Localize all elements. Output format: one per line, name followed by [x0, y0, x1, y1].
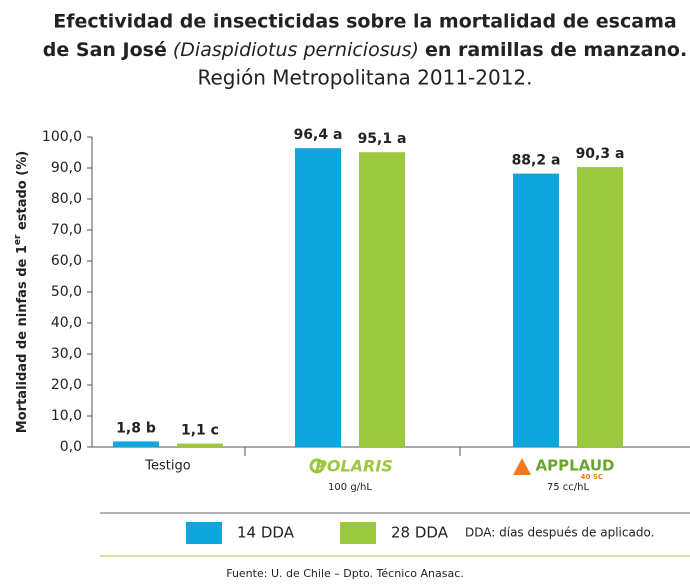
x-tick-label: APPLAUD	[536, 457, 615, 475]
x-tick-sublabel: 100 g/hL	[328, 482, 372, 493]
y-tick-label: 10,0	[51, 408, 82, 424]
y-tick-label: 80,0	[51, 191, 82, 207]
bar	[513, 173, 559, 447]
title-part: en ramillas de manzano.	[425, 39, 687, 61]
y-tick-label: 90,0	[51, 160, 82, 176]
value-label: 90,3 a	[576, 146, 625, 162]
legend-note: DDA: días después de aplicado.	[465, 526, 654, 540]
legend-swatch	[186, 522, 222, 544]
y-axis-label: Mortalidad de ninfas de 1er estado (%)	[13, 151, 30, 433]
x-tick-sublabel: 75 cc/hL	[547, 482, 590, 493]
x-tick-label: POLARIS	[315, 457, 393, 476]
y-tick-label: 50,0	[51, 284, 82, 300]
title-part: de San José	[43, 39, 167, 61]
legend-label: 28 DDA	[391, 524, 449, 542]
value-label: 95,1 a	[358, 131, 407, 147]
y-label-part: estado (%)	[15, 151, 30, 235]
bar	[177, 443, 223, 447]
value-label: 1,8 b	[116, 420, 156, 436]
value-label: 96,4 a	[294, 127, 343, 143]
y-tick-label: 30,0	[51, 346, 82, 362]
value-label: 88,2 a	[512, 153, 561, 169]
legend-label: 14 DDA	[237, 524, 295, 542]
chart-subtitle: Región Metropolitana 2011-2012.	[197, 66, 532, 90]
y-tick-label: 70,0	[51, 222, 82, 238]
y-label-part: er	[13, 234, 23, 245]
y-tick-label: 40,0	[51, 315, 82, 331]
chart-title: Efectividad de insecticidas sobre la mor…	[53, 11, 676, 33]
applaud-logo-mark	[513, 458, 531, 475]
y-tick-label: 20,0	[51, 377, 82, 393]
bar	[359, 152, 405, 447]
bar	[113, 441, 159, 447]
source: Fuente: U. de Chile – Dpto. Técnico Anas…	[226, 567, 464, 580]
polaris-logo-mark	[309, 458, 325, 474]
x-tick-label: Testigo	[144, 459, 190, 474]
y-label-part: Mortalidad de ninfas de 1	[15, 245, 30, 433]
bar	[295, 148, 341, 447]
title-part: (Diaspidiotus perniciosus)	[173, 39, 419, 61]
product-badge: 40 SC	[581, 473, 603, 481]
bar	[577, 167, 623, 447]
y-tick-label: 60,0	[51, 253, 82, 269]
legend-swatch	[340, 522, 376, 544]
value-label: 1,1 c	[181, 423, 219, 439]
y-tick-label: 100,0	[42, 129, 82, 145]
y-tick-label: 0,0	[60, 439, 82, 455]
chart-title: de San José (Diaspidiotus perniciosus) en …	[43, 39, 687, 61]
